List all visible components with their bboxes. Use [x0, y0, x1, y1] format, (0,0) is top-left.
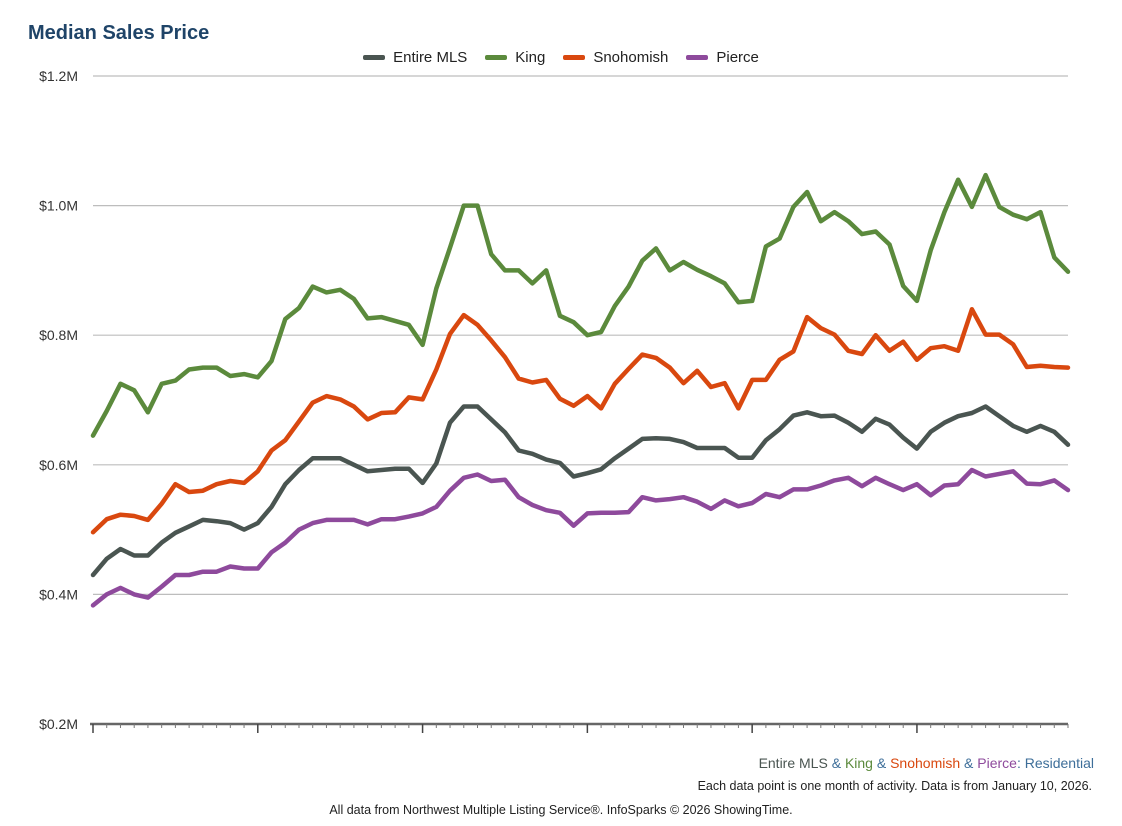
- y-axis: $0.2M $0.4M $0.6M $0.8M $1.0M $1.2M: [39, 68, 78, 732]
- series-lines: [90, 172, 1071, 608]
- gridlines: [93, 75, 1068, 596]
- subtitle-part-entire-mls: Entire MLS: [758, 755, 828, 771]
- legend-swatch-pierce: [686, 55, 709, 60]
- legend-swatch-snohomish: [563, 55, 586, 60]
- footer-attribution: All data from Northwest Multiple Listing…: [329, 803, 793, 817]
- series-line-entire-mls: [90, 404, 1071, 578]
- subtitle-part-pierce: Pierce: [977, 755, 1017, 771]
- subtitle-separator: &: [827, 755, 845, 771]
- subtitle-separator: &: [872, 755, 891, 771]
- legend-item-entire-mls[interactable]: Entire MLS: [363, 49, 467, 66]
- legend-swatch-entire-mls: [363, 55, 386, 60]
- legend-item-king[interactable]: King: [485, 49, 545, 66]
- x-tick-label: 1-2025: [895, 737, 939, 740]
- x-tick-label: 1-2024: [730, 737, 774, 740]
- data-note: Each data point is one month of activity…: [697, 779, 1092, 793]
- legend-label-pierce: Pierce: [716, 49, 759, 66]
- x-tick-label: 1-2023: [566, 737, 610, 740]
- x-tick-label: 1-2022: [401, 737, 445, 740]
- x-axis: 1-2020 1-2021 1-2022 1-2023 1-2024 1-2025: [71, 722, 1069, 740]
- y-tick-label: $0.2M: [39, 716, 78, 732]
- legend-swatch-king: [485, 55, 508, 60]
- series-line-snohomish: [90, 307, 1071, 535]
- y-tick-label: $0.8M: [39, 327, 78, 343]
- legend-label-snohomish: Snohomish: [593, 49, 669, 66]
- y-tick-label: $0.6M: [39, 457, 78, 473]
- subtitle-suffix: : Residential: [1016, 755, 1094, 771]
- subtitle-part-snohomish: Snohomish: [890, 755, 961, 771]
- chart-legend: Entire MLS King Snohomish Pierce: [0, 49, 1122, 66]
- subtitle-part-king: King: [844, 755, 873, 771]
- series-line-king: [90, 172, 1071, 438]
- y-tick-label: $1.0M: [39, 198, 78, 214]
- y-tick-label: $1.2M: [39, 68, 78, 84]
- x-tick-label: 1-2020: [71, 737, 115, 740]
- subtitle-separator: &: [960, 755, 978, 771]
- legend-label-entire-mls: Entire MLS: [393, 49, 468, 66]
- series-line-pierce: [90, 467, 1071, 608]
- y-tick-label: $0.4M: [39, 586, 78, 602]
- legend-label-king: King: [515, 49, 546, 66]
- legend-item-pierce[interactable]: Pierce: [686, 49, 759, 66]
- legend-item-snohomish[interactable]: Snohomish: [563, 49, 668, 66]
- x-tick-label: 1-2021: [236, 737, 280, 740]
- line-chart-plot: $0.2M$0.4M$0.6M$0.8M$1.0M$1.2M 1-20201-2…: [39, 68, 1071, 740]
- chart-title: Median Sales Price: [28, 22, 210, 44]
- chart-subtitle: Entire MLS & King & Snohomish & Pierce: …: [759, 755, 1094, 771]
